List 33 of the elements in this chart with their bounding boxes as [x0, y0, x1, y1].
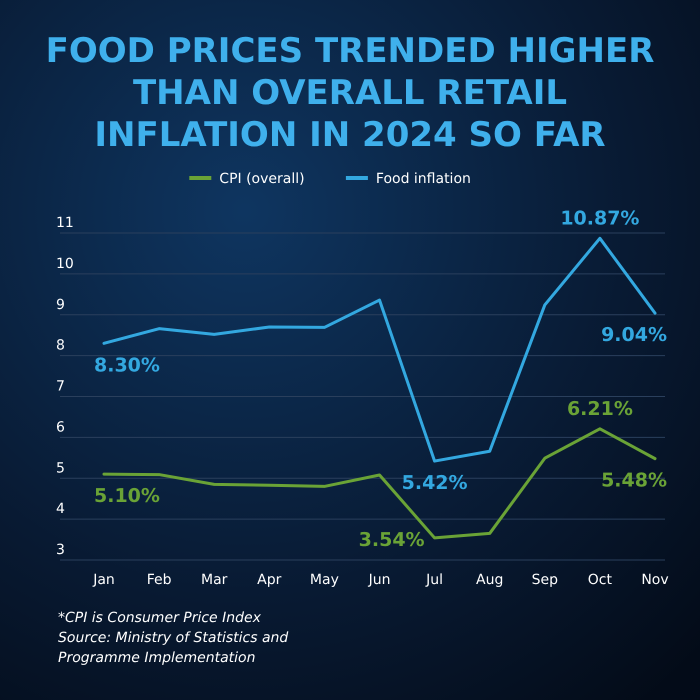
y-tick-label: 7 — [56, 378, 65, 394]
data-label: 5.10% — [94, 485, 160, 508]
data-label: 3.54% — [358, 528, 425, 551]
x-tick-label: Jul — [425, 572, 444, 588]
data-label: 6.21% — [566, 398, 633, 420]
data-label: 5.42% — [402, 472, 468, 494]
y-tick-label: 4 — [56, 501, 65, 518]
legend-label: Food inflation — [376, 171, 471, 187]
chart-title: FOOD PRICES TRENDED HIGHER THAN OVERALL RETAIL INFLATION IN 2024 SO FAR — [46, 31, 654, 155]
data-label: 8.30% — [94, 354, 160, 376]
y-tick-label: 10 — [56, 256, 74, 272]
legend-label: CPI (overall) — [219, 171, 305, 187]
y-tick-label: 8 — [56, 338, 65, 354]
data-label: 5.48% — [601, 470, 667, 492]
x-tick-label: Jan — [92, 572, 115, 588]
x-tick-label: Oct — [588, 572, 613, 588]
text: *CPI is Consumer Price Index — [58, 610, 262, 626]
x-tick-label: Jun — [368, 572, 390, 588]
source-note: Source: Ministry of Statistics and Programme Implementation — [58, 630, 288, 666]
x-tick-label: Nov — [641, 572, 669, 588]
x-tick-label: Feb — [146, 572, 172, 588]
y-tick-label: 11 — [56, 215, 74, 231]
y-tick-label: 3 — [56, 542, 65, 558]
y-tick-label: 5 — [56, 460, 65, 476]
y-tick-label: 6 — [56, 419, 65, 436]
x-tick-label: Mar — [200, 572, 228, 588]
x-tick-label: May — [310, 572, 339, 588]
data-label: 10.87% — [560, 207, 640, 230]
y-tick-label: 9 — [56, 296, 65, 313]
x-tick-label: Apr — [257, 572, 282, 588]
data-label: 9.04% — [601, 324, 667, 346]
x-tick-label: Sep — [532, 572, 558, 588]
x-tick-label: Aug — [476, 572, 504, 588]
